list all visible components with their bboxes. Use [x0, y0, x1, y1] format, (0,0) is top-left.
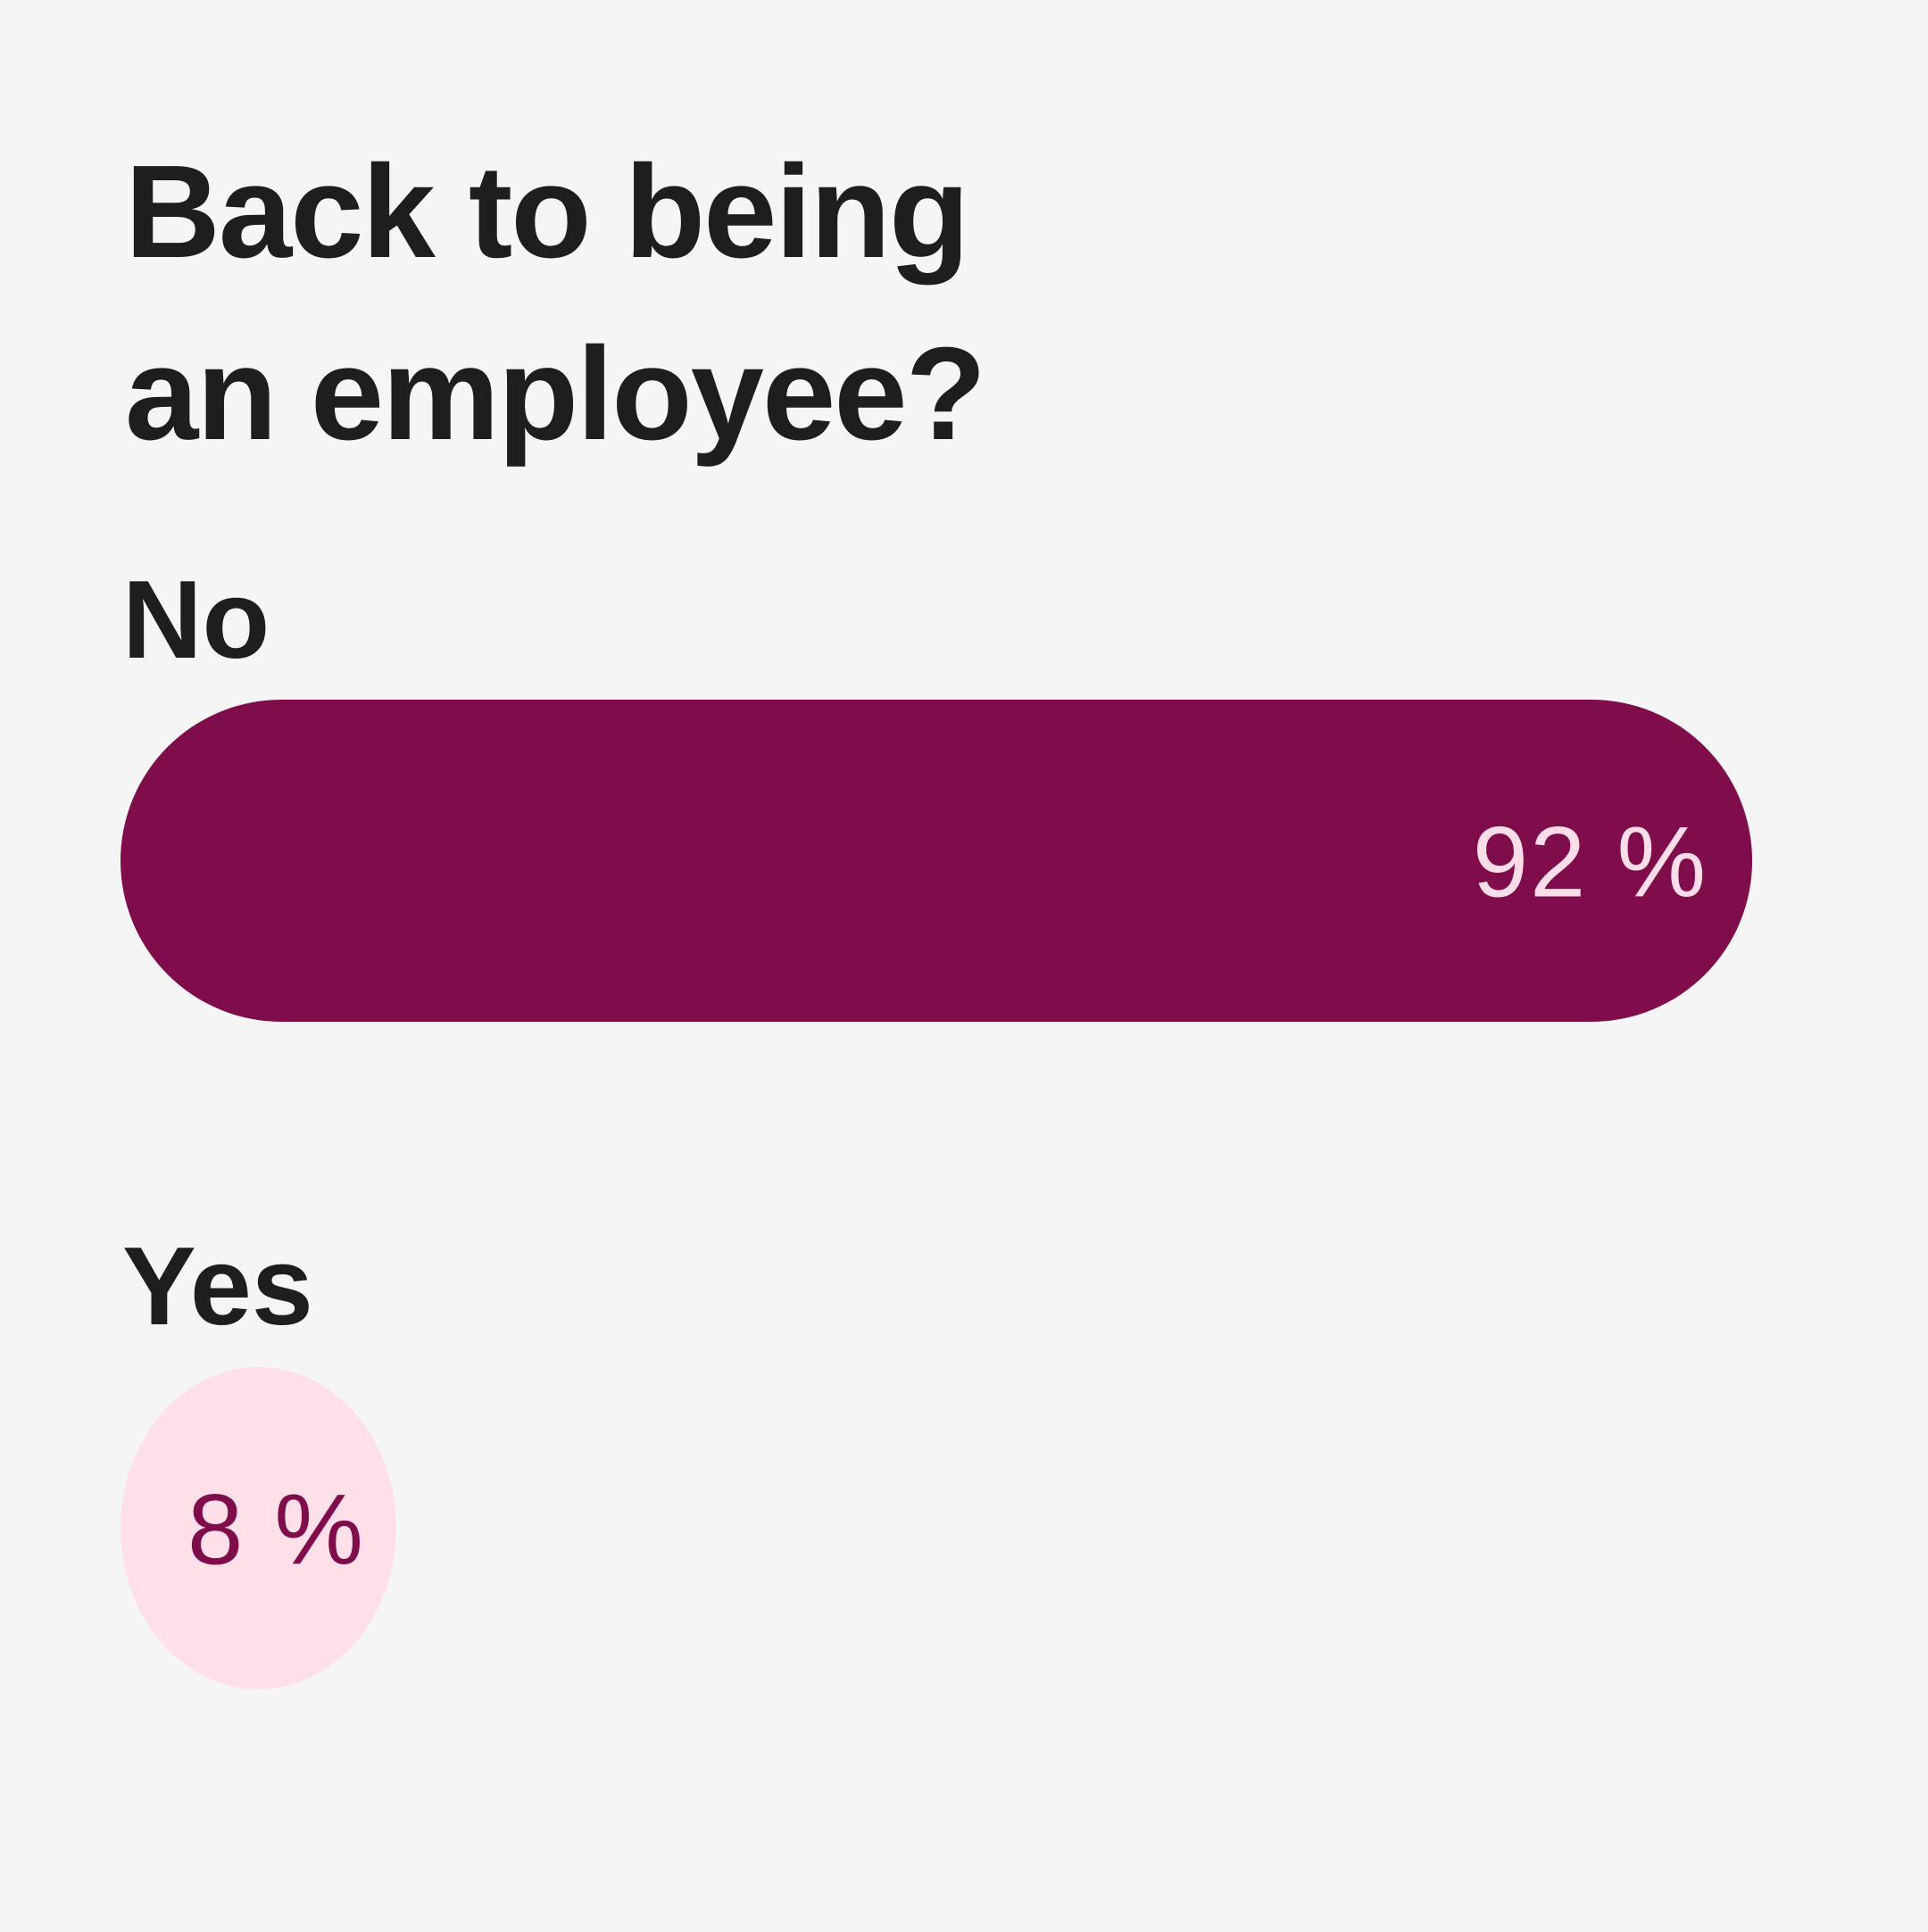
category-label: No	[122, 559, 270, 682]
category-label: Yes	[122, 1225, 313, 1348]
bar	[120, 700, 1753, 1022]
value-label: 92 %	[1473, 807, 1708, 918]
value-label: 8 %	[187, 1474, 365, 1586]
chart-title: an employee?	[125, 320, 985, 468]
bar	[120, 1367, 396, 1689]
chart-title: Back to being	[125, 138, 968, 286]
